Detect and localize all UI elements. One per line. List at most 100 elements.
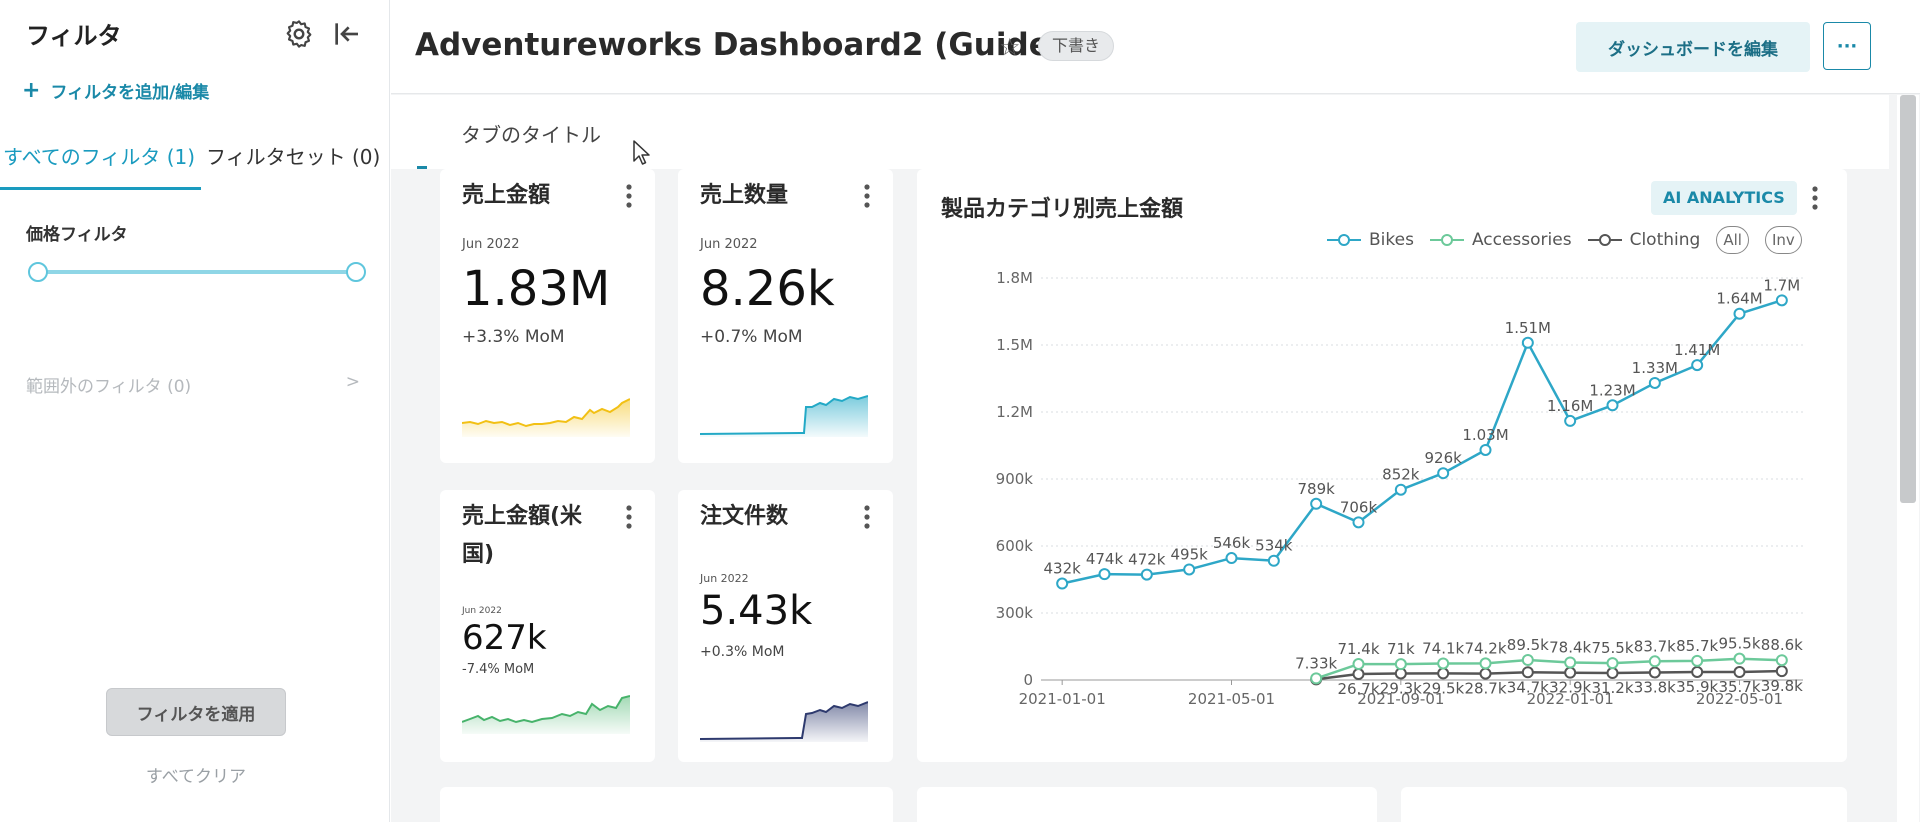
data-label: 546k xyxy=(1213,534,1251,552)
data-point xyxy=(1479,667,1492,680)
kpi-date: Jun 2022 xyxy=(462,237,520,252)
x-tick-label: 2021-09-01 xyxy=(1357,690,1444,708)
tab-filter-sets[interactable]: フィルタセット (0) xyxy=(206,145,381,169)
data-label: 534k xyxy=(1255,537,1293,555)
data-label: 35.7k xyxy=(1718,678,1760,696)
kpi-title: 売上金額 xyxy=(462,183,551,208)
data-label: 28.7k xyxy=(1464,680,1506,698)
page-title: Adventureworks Dashboard2 (Guide) xyxy=(415,27,1064,63)
data-label: 74.1k xyxy=(1422,639,1464,657)
data-point xyxy=(1140,568,1153,581)
kpi-card-sales-quantity: 売上数量 Jun 2022 8.26k +0.7% MoM xyxy=(678,169,893,463)
data-point xyxy=(1606,657,1619,670)
data-label: 7.33k xyxy=(1295,654,1337,672)
ai-analytics-button[interactable]: AI ANALYTICS xyxy=(1651,181,1797,215)
data-label: 1.64M xyxy=(1716,290,1762,308)
data-point xyxy=(1437,657,1450,670)
data-point xyxy=(1733,307,1746,320)
bottom-card-2 xyxy=(917,787,1377,822)
slider-min-handle[interactable] xyxy=(28,262,48,282)
data-point xyxy=(1564,666,1577,679)
data-label: 78.4k xyxy=(1549,638,1591,656)
more-options-button[interactable]: ··· xyxy=(1823,22,1871,70)
kebab-menu-icon[interactable] xyxy=(863,183,871,209)
data-label: 1.41M xyxy=(1674,341,1720,359)
dashboard-main: Adventureworks Dashboard2 (Guide) ☆ 下書き … xyxy=(391,0,1920,822)
dashboard-header: Adventureworks Dashboard2 (Guide) ☆ 下書き … xyxy=(391,0,1920,94)
data-point xyxy=(1521,336,1534,349)
kebab-menu-icon[interactable] xyxy=(625,504,633,530)
price-range-slider[interactable] xyxy=(28,262,366,282)
legend-item-clothing[interactable]: Clothing xyxy=(1587,230,1700,250)
clear-all-button[interactable]: すべてクリア xyxy=(145,767,247,787)
scrollbar[interactable] xyxy=(1897,95,1919,822)
data-label: 88.6k xyxy=(1761,636,1803,654)
series-line-accessories xyxy=(1315,657,1782,680)
data-label: 85.7k xyxy=(1676,637,1718,655)
data-label: 1.16M xyxy=(1547,397,1593,415)
edit-dashboard-button[interactable]: ダッシュボードを編集 xyxy=(1576,22,1810,72)
data-label: 852k xyxy=(1382,466,1420,484)
y-tick-label: 1.2M xyxy=(996,403,1033,421)
data-label: 789k xyxy=(1298,480,1336,498)
data-label: 31.2k xyxy=(1591,679,1633,697)
tab-title[interactable]: タブのタイトル xyxy=(461,123,601,147)
tab-all-filters[interactable]: すべてのフィルタ (1) xyxy=(0,140,201,190)
kebab-menu-icon[interactable] xyxy=(625,183,633,209)
data-point xyxy=(1606,667,1619,680)
apply-filters-button[interactable]: フィルタを適用 xyxy=(106,688,286,736)
data-label: 29.5k xyxy=(1422,679,1464,697)
data-label: 35.9k xyxy=(1676,678,1718,696)
kpi-value: 5.43k xyxy=(700,588,813,634)
data-label: 1.23M xyxy=(1589,381,1635,399)
data-label: 472k xyxy=(1128,551,1166,569)
slider-max-handle[interactable] xyxy=(346,262,366,282)
collapse-sidebar-icon[interactable] xyxy=(330,18,362,50)
kebab-menu-icon[interactable] xyxy=(1811,185,1819,211)
bottom-card-1 xyxy=(440,787,893,822)
data-point xyxy=(1437,667,1450,680)
out-of-range-filters[interactable]: 範囲外のフィルタ (0) > xyxy=(26,372,360,397)
data-label: 1.33M xyxy=(1632,359,1678,377)
kpi-date: Jun 2022 xyxy=(700,237,758,252)
legend-all-button[interactable]: All xyxy=(1716,226,1749,254)
data-label: 474k xyxy=(1086,550,1124,568)
kpi-delta: +3.3% MoM xyxy=(462,327,565,347)
data-point xyxy=(1691,654,1704,667)
star-icon[interactable]: ☆ xyxy=(999,33,1021,61)
data-point xyxy=(1352,658,1365,671)
legend-invert-button[interactable]: Inv xyxy=(1764,226,1802,254)
legend-label: Accessories xyxy=(1471,230,1572,250)
legend-item-bikes[interactable]: Bikes xyxy=(1327,230,1414,250)
data-point xyxy=(1521,666,1534,679)
kpi-card-sales-amount-us: 売上金額(米国) Jun 2022 627k -7.4% MoM xyxy=(440,490,655,762)
add-filter-button[interactable]: + フィルタを追加/編集 xyxy=(22,78,209,103)
x-tick-label: 2022-01-01 xyxy=(1527,690,1614,708)
kebab-menu-icon[interactable] xyxy=(863,504,871,530)
add-filter-label: フィルタを追加/編集 xyxy=(50,83,210,103)
data-label: 1.03M xyxy=(1462,426,1508,444)
gear-icon[interactable] xyxy=(283,18,315,50)
data-label: 89.5k xyxy=(1507,636,1549,654)
y-tick-label: 1.8M xyxy=(996,269,1033,287)
legend-marker-accessories xyxy=(1429,234,1464,246)
tab-bar: タブのタイトル xyxy=(391,95,1889,169)
data-label: 495k xyxy=(1171,545,1209,563)
data-point xyxy=(1352,516,1365,529)
price-filter-label: 価格フィルタ xyxy=(26,225,128,245)
data-point xyxy=(1521,654,1534,667)
data-point xyxy=(1056,577,1069,590)
scrollbar-thumb[interactable] xyxy=(1900,95,1916,503)
data-label: 71.4k xyxy=(1337,640,1379,658)
data-point xyxy=(1775,665,1788,678)
legend-item-accessories[interactable]: Accessories xyxy=(1429,230,1572,250)
kpi-title: 注文件数 xyxy=(700,504,789,529)
data-point xyxy=(1564,656,1577,669)
slider-track xyxy=(36,270,350,274)
data-point xyxy=(1691,359,1704,372)
data-label: 32.9k xyxy=(1549,679,1591,697)
data-point xyxy=(1437,467,1450,480)
data-label: 75.5k xyxy=(1591,639,1633,657)
kpi-date: Jun 2022 xyxy=(700,572,749,585)
